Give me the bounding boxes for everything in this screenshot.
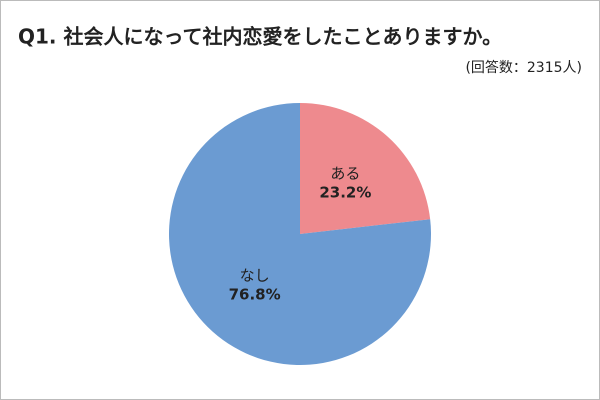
slice-label: ある [330,165,360,183]
slice-value-label: 76.8% [229,285,281,303]
pie-slice [168,103,431,365]
chart-subtitle: (回答数：2315人) [465,59,582,76]
slice-value-label: 23.2% [319,184,371,202]
pie-slice [300,103,431,234]
chart-title: Q1. 社会人になって社内恋愛をしたことありますか。 [18,25,502,49]
slice-label: なし [240,266,270,284]
